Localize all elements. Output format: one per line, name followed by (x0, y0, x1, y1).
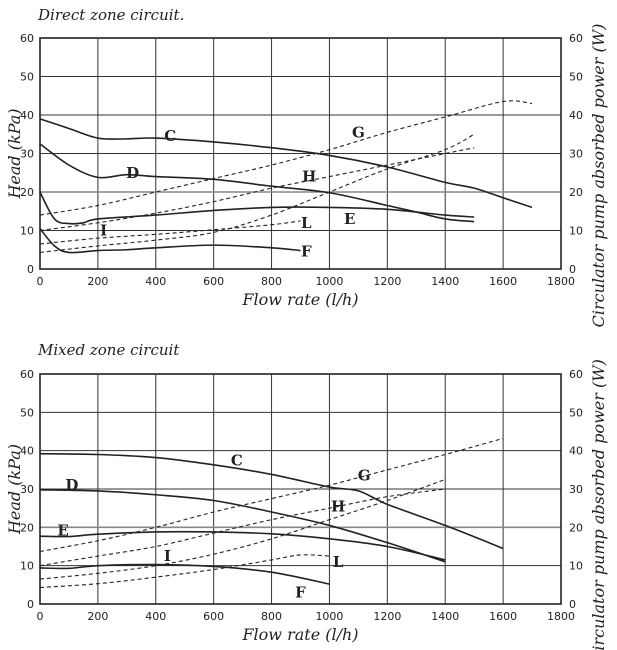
y2-tick-label: 30 (569, 148, 583, 161)
series-f-label: F (301, 243, 312, 261)
x-tick-label: 200 (87, 275, 108, 288)
y2-axis-label: Circulator pump absorbed power (W) (589, 24, 608, 328)
y-tick-label: 50 (20, 406, 34, 419)
series-h-line (39, 488, 446, 567)
series-f-line (39, 563, 330, 585)
y-tick-label: 20 (20, 186, 34, 199)
y-tick-label: 60 (20, 368, 34, 381)
y-tick-label: 40 (20, 109, 34, 122)
x-axis-label: Flow rate (l/h) (241, 625, 358, 644)
x-tick-label: 1800 (547, 610, 575, 623)
series-g-label: G (352, 123, 365, 141)
x-tick-label: 1000 (315, 610, 343, 623)
y-tick-label: 60 (20, 32, 34, 45)
y-axis-label: Head (kPa) (5, 444, 24, 535)
y2-tick-label: 50 (569, 71, 583, 84)
x-tick-label: 400 (145, 275, 166, 288)
series-d-label: D (126, 164, 139, 182)
y2-tick-label: 20 (569, 186, 583, 199)
y2-tick-label: 10 (569, 225, 583, 238)
y2-tick-label: 0 (569, 263, 576, 276)
series-g-label: G (358, 467, 371, 485)
x-tick-label: 1400 (431, 275, 459, 288)
y-tick-label: 0 (27, 598, 34, 611)
series-h-label: H (302, 168, 316, 186)
y-axis-label: Head (kPa) (5, 108, 24, 199)
chart-panel-1: Direct zone circuit.0 200 400 600 800 1000 120… (5, 6, 608, 327)
series-i-label: I (164, 547, 171, 565)
x-tick-label: 1600 (489, 275, 517, 288)
y-tick-label: 10 (20, 225, 34, 238)
y-tick-label: 10 (20, 560, 34, 573)
x-tick-label: 600 (203, 610, 224, 623)
series-l-line (39, 220, 301, 245)
series-d-line (39, 488, 446, 563)
x-tick-label: 1200 (373, 610, 401, 623)
series-c-label: C (164, 127, 176, 145)
y2-axis-label: Circulator pump absorbed power (W) (589, 359, 608, 650)
x-tick-label: 400 (145, 610, 166, 623)
series-c-line (39, 118, 533, 209)
x-tick-label: 1200 (373, 275, 401, 288)
series-d-label: D (65, 476, 78, 494)
series-g-line (39, 437, 504, 553)
y-tick-label: 20 (20, 521, 34, 534)
x-tick-label: 1000 (315, 275, 343, 288)
series-g-line (39, 100, 533, 216)
chart-title: Mixed zone circuit (37, 341, 180, 359)
plot-frame (39, 37, 562, 270)
y-tick-label: 0 (27, 263, 34, 276)
y2-tick-label: 20 (569, 521, 583, 534)
plot-frame (39, 373, 562, 605)
series-f-label: F (295, 584, 306, 602)
x-tick-label: 1400 (431, 610, 459, 623)
y2-tick-label: 10 (569, 560, 583, 573)
x-tick-label: 0 (37, 610, 44, 623)
series-e-label: E (57, 521, 68, 539)
series-l-label: L (301, 214, 312, 232)
series-l-label: L (333, 553, 344, 571)
chart-title: Direct zone circuit. (37, 6, 184, 24)
series-e-label: E (344, 210, 355, 228)
series-c-label: C (231, 451, 243, 469)
x-tick-label: 1800 (547, 275, 575, 288)
y2-tick-label: 50 (569, 406, 583, 419)
x-axis-label: Flow rate (l/h) (241, 290, 358, 309)
series-i-label: I (100, 222, 107, 240)
x-tick-label: 600 (203, 275, 224, 288)
series-e-line (39, 530, 446, 561)
series-f-line (39, 228, 301, 254)
x-tick-label: 0 (37, 275, 44, 288)
y-tick-label: 30 (20, 148, 34, 161)
y-tick-label: 40 (20, 445, 34, 458)
series-e-line (39, 191, 475, 225)
x-tick-label: 200 (87, 610, 108, 623)
x-tick-label: 800 (261, 275, 282, 288)
y-tick-label: 50 (20, 71, 34, 84)
series-c-line (39, 452, 504, 550)
y2-tick-label: 0 (569, 598, 576, 611)
y-tick-label: 30 (20, 483, 34, 496)
series-h-label: H (331, 497, 345, 515)
x-tick-label: 800 (261, 610, 282, 623)
series-l-line (39, 554, 330, 589)
x-tick-label: 1600 (489, 610, 517, 623)
series-d-line (39, 143, 475, 223)
series-i-line (39, 478, 446, 580)
y2-tick-label: 60 (569, 32, 583, 45)
y2-tick-label: 60 (569, 368, 583, 381)
y2-tick-label: 30 (569, 483, 583, 496)
y2-tick-label: 40 (569, 109, 583, 122)
y2-tick-label: 40 (569, 445, 583, 458)
